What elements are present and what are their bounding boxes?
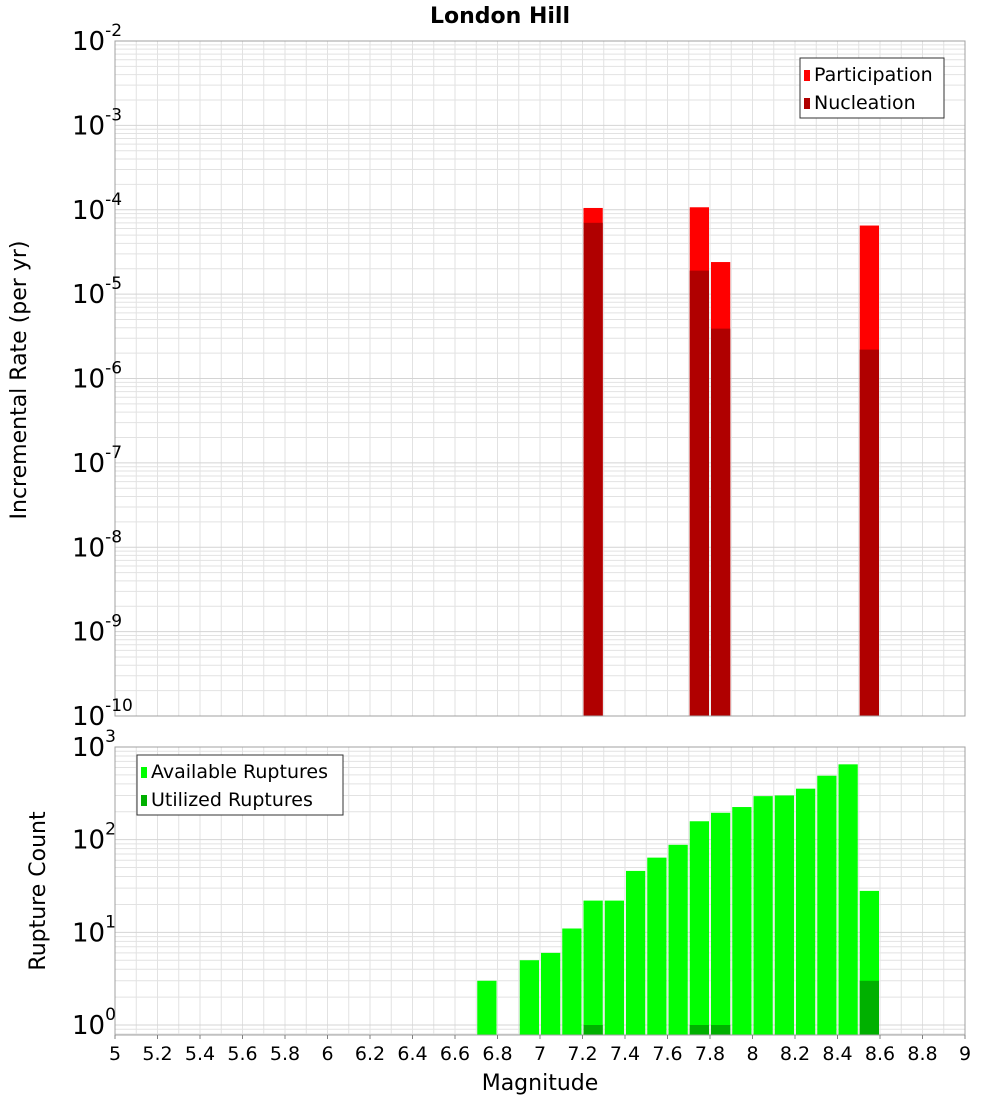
x-tick-label: 7.6 [652,1043,682,1065]
x-tick-label: 5.4 [185,1043,215,1065]
bar [562,928,582,1035]
legend-swatch [141,767,147,778]
x-tick-label: 8.4 [822,1043,852,1065]
y-tick-label: 10-4 [72,190,122,226]
x-tick-label: 6.8 [482,1043,512,1065]
x-axis-label: Magnitude [482,1071,599,1096]
bar [519,960,539,1035]
legend-label: Participation [814,64,933,86]
legend: Participation Nucleation [799,57,945,119]
y-tick-label: 10-3 [72,105,122,141]
y-tick-label: 10-2 [72,21,122,57]
x-tick-label: 7.2 [567,1043,597,1065]
y-tick-label: 102 [72,820,116,856]
legend-label: Available Ruptures [151,761,328,783]
legend-swatch [141,795,147,806]
chart-title: London Hill [430,4,570,29]
bar [583,900,603,1035]
legend-swatch [804,70,810,81]
bar [838,764,858,1035]
y-tick-label: 10-6 [72,359,122,395]
bar [626,870,646,1035]
plot-frame [114,40,966,717]
bar [774,795,794,1035]
bar [583,1025,603,1035]
y-tick-label: 10-7 [72,443,122,479]
bar [817,775,837,1035]
series-nucleation [583,222,879,716]
bar [668,844,688,1035]
x-tick-label: 8.8 [907,1043,937,1065]
bar [796,788,816,1035]
bar [604,900,624,1035]
bar [711,1025,731,1035]
y-tick-label: 103 [72,727,116,763]
bar [689,821,709,1035]
y-tick-label: 10-8 [72,527,122,563]
top-y-axis-label: Incremental Rate (per yr) [7,241,32,520]
bar [753,796,773,1035]
x-tick-label: 8.2 [780,1043,810,1065]
x-tick-label: 6 [321,1043,333,1065]
y-tick-label: 101 [72,912,116,948]
bottom-y-axis-label: Rupture Count [26,811,51,971]
y-tick-label: 10-10 [72,696,133,732]
x-tick-label: 6.4 [397,1043,427,1065]
bar [711,812,731,1035]
x-tick-label: 6.6 [440,1043,470,1065]
bar [541,952,561,1035]
legend-label: Nucleation [814,92,916,114]
bar [859,980,879,1035]
bar [711,328,731,716]
y-tick-label: 10-9 [72,612,122,648]
bar [477,980,497,1035]
y-tick-label: 100 [72,1005,116,1041]
legend-box [136,754,344,816]
x-tick-label: 5 [109,1043,121,1065]
legend-box [799,57,945,119]
x-tick-label: 6.2 [355,1043,385,1065]
series-available-ruptures [477,764,879,1035]
x-tick-label: 7 [534,1043,546,1065]
bar [732,807,752,1035]
x-tick-label: 5.6 [227,1043,257,1065]
bar [647,857,667,1035]
x-tick-label: 5.8 [270,1043,300,1065]
x-tick-label: 9 [959,1043,971,1065]
x-tick-label: 8.6 [865,1043,895,1065]
grid [114,41,966,717]
x-tick-label: 5.2 [142,1043,172,1065]
bar [583,222,603,716]
x-tick-label: 7.8 [695,1043,725,1065]
x-tick-label: 7.4 [610,1043,640,1065]
legend: Available Ruptures Utilized Ruptures [136,754,344,816]
legend-label: Utilized Ruptures [151,789,313,811]
legend-swatch [804,98,810,109]
x-tick-label: 8 [746,1043,758,1065]
bar [689,270,709,716]
bar [689,1025,709,1035]
series-utilized-ruptures [583,980,879,1035]
y-tick-label: 10-5 [72,274,122,310]
top-panel-incremental-rate: 10-2 10-3 10-4 10-5 10-6 10-7 10-8 10-9 10-10 Par… [72,21,966,732]
bar [859,349,879,716]
